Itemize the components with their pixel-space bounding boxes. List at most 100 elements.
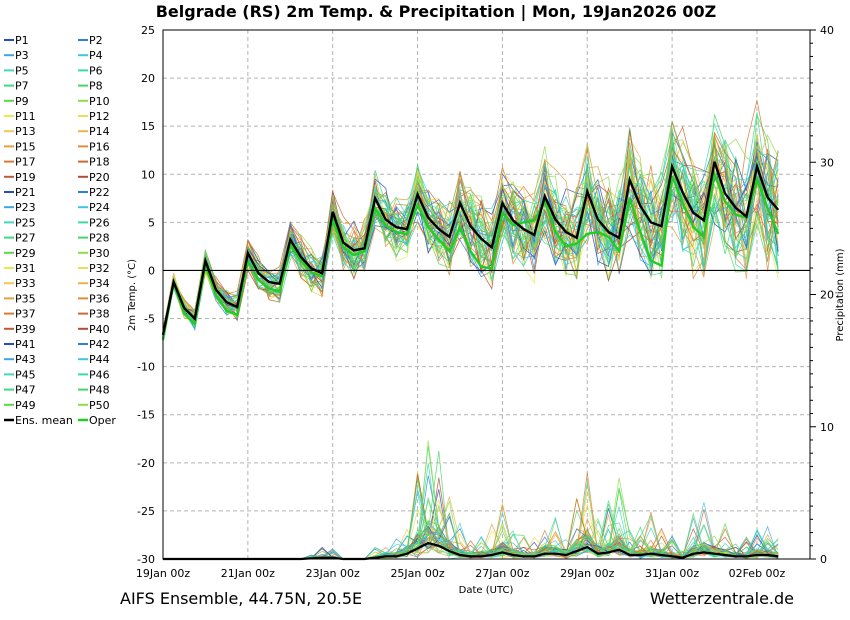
- x-tick-label: 19Jan 00z: [136, 567, 190, 580]
- y-tick-label: 25: [141, 24, 155, 37]
- legend-label: P1: [15, 34, 29, 47]
- footer-site: Wetterzentrale.de: [650, 589, 794, 608]
- legend-label: Oper: [89, 414, 116, 427]
- legend-label: P3: [15, 49, 29, 62]
- legend-label: P48: [89, 384, 110, 397]
- x-tick-label: 31Jan 00z: [645, 567, 699, 580]
- precip-member-1: [163, 489, 779, 560]
- legend-label: P5: [15, 64, 29, 77]
- y-tick-label: -10: [137, 361, 155, 374]
- legend-label: P31: [15, 262, 36, 275]
- temp-member-49: [162, 138, 779, 340]
- legend-label: P45: [15, 368, 36, 381]
- x-tick-label: 21Jan 00z: [221, 567, 275, 580]
- legend-label: P10: [89, 95, 110, 108]
- y-tick-label: 15: [141, 120, 155, 133]
- legend-label: P21: [15, 186, 36, 199]
- y-tick-label: -20: [137, 457, 155, 470]
- y-tick-label: -25: [137, 505, 155, 518]
- legend-label: P12: [89, 110, 110, 123]
- legend-label: P20: [89, 171, 110, 184]
- plot-frame: [162, 29, 811, 560]
- legend-label: P22: [89, 186, 110, 199]
- temp-member-37: [162, 141, 779, 333]
- legend-label: P4: [89, 49, 103, 62]
- y2-tick-label: 20: [820, 289, 834, 302]
- legend-label: P24: [89, 201, 110, 214]
- y-tick-label: -5: [144, 313, 155, 326]
- y-tick-label: -30: [137, 553, 155, 566]
- legend-label: P16: [89, 140, 110, 153]
- x-tick-label: 29Jan 00z: [560, 567, 614, 580]
- precip-member-43: [163, 489, 779, 560]
- legend-label: P13: [15, 125, 36, 138]
- legend-label: P39: [15, 323, 36, 336]
- legend-label: P50: [89, 399, 110, 412]
- legend-label: P8: [89, 80, 103, 93]
- legend-label: P23: [15, 201, 36, 214]
- legend-label: P11: [15, 110, 36, 123]
- temp-member-47: [162, 173, 779, 333]
- temp-member-24: [162, 136, 779, 343]
- x-tick-label: 27Jan 00z: [475, 567, 529, 580]
- legend-label: P34: [89, 277, 110, 290]
- legend-label: P35: [15, 292, 36, 305]
- x-tick-label: 23Jan 00z: [306, 567, 360, 580]
- legend-label: P18: [89, 156, 110, 169]
- legend-label: P42: [89, 338, 110, 351]
- legend-label: P43: [15, 353, 36, 366]
- y2-tick-label: 40: [820, 24, 834, 37]
- legend-label: P17: [15, 156, 36, 169]
- legend-label: P49: [15, 399, 36, 412]
- footer-model: AIFS Ensemble, 44.75N, 20.5E: [120, 589, 362, 608]
- precip-member-33: [163, 491, 779, 560]
- legend-label: P30: [89, 247, 110, 260]
- legend-label: P28: [89, 232, 110, 245]
- legend-label: P25: [15, 216, 36, 229]
- chart-title: Belgrade (RS) 2m Temp. & Precipitation |…: [156, 2, 717, 22]
- temp-member-18: [162, 126, 779, 328]
- legend-label: P29: [15, 247, 36, 260]
- legend-label: P9: [15, 95, 29, 108]
- temp-oper-line: [161, 169, 780, 340]
- temp-member-50: [162, 134, 779, 337]
- legend-label: P44: [89, 353, 110, 366]
- legend-label: P6: [89, 64, 103, 77]
- legend-label: P46: [89, 368, 110, 381]
- y2-tick-label: 0: [820, 553, 827, 566]
- y2-tick-label: 30: [820, 156, 834, 169]
- legend-label: P37: [15, 308, 36, 321]
- legend-label: P36: [89, 292, 110, 305]
- y-tick-label: 5: [148, 216, 155, 229]
- y-tick-label: 10: [141, 168, 155, 181]
- precip-member-45: [163, 492, 779, 560]
- temp-member-48: [162, 114, 779, 334]
- y-tick-label: -15: [137, 409, 155, 422]
- legend-label: P27: [15, 232, 36, 245]
- y2-tick-label: 10: [820, 421, 834, 434]
- x-axis-label: Date (UTC): [459, 585, 514, 596]
- temp-ens-mean-line: [161, 161, 780, 336]
- y-tick-label: 0: [148, 264, 155, 277]
- legend-label: P41: [15, 338, 36, 351]
- x-tick-label: 25Jan 00z: [390, 567, 444, 580]
- legend-label: Ens. mean: [15, 414, 73, 427]
- legend-label: P26: [89, 216, 110, 229]
- legend-label: P40: [89, 323, 110, 336]
- legend-label: P14: [89, 125, 110, 138]
- legend-label: P32: [89, 262, 110, 275]
- precip-member-9: [163, 489, 779, 560]
- x-tick-label: 02Feb 00z: [729, 567, 786, 580]
- legend-label: P33: [15, 277, 36, 290]
- y2-axis-label: Precipitation (mm): [835, 248, 846, 341]
- y-tick-label: 20: [141, 72, 155, 85]
- legend-label: P38: [89, 308, 110, 321]
- legend-label: P19: [15, 171, 36, 184]
- y-axis-label: 2m Temp. (°C): [127, 259, 138, 331]
- legend-label: P15: [15, 140, 36, 153]
- legend-label: P7: [15, 80, 29, 93]
- temp-member-39: [162, 143, 779, 342]
- legend-label: P47: [15, 384, 36, 397]
- legend-label: P2: [89, 34, 103, 47]
